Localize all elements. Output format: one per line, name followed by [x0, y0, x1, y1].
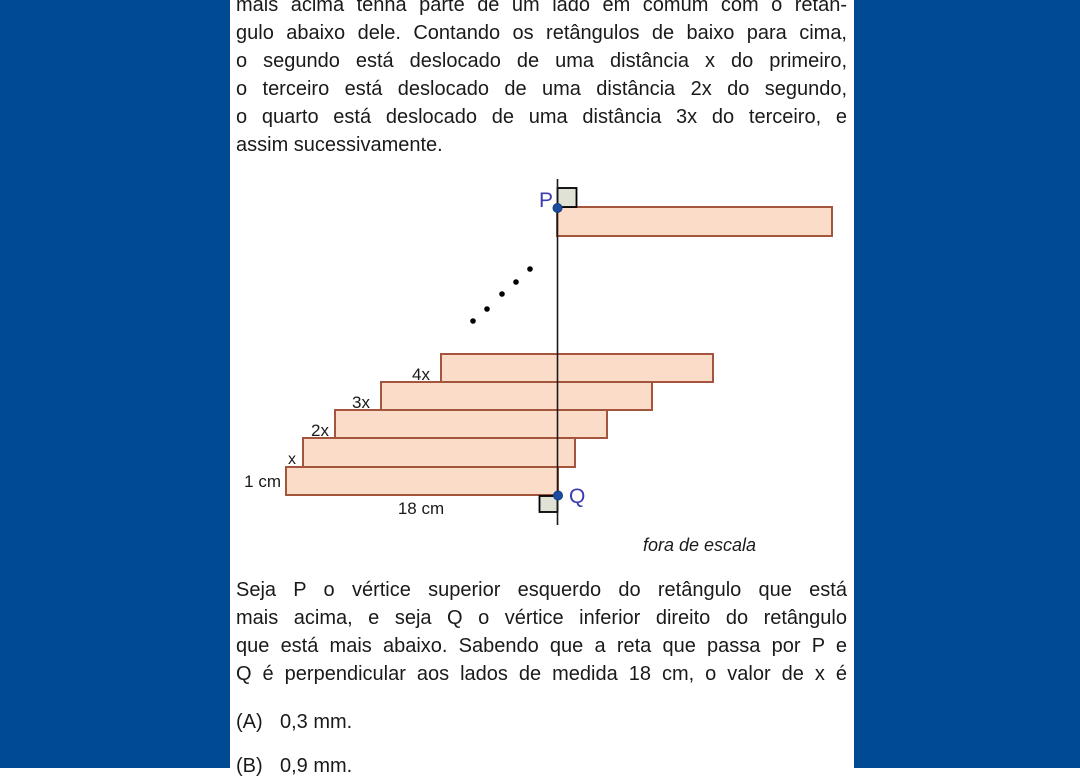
point-q-label: Q	[569, 485, 585, 508]
option-b-text: 0,9 mm.	[280, 755, 353, 777]
option-b: (B) 0,9 mm.	[236, 752, 352, 780]
point-p-label: P	[539, 189, 553, 212]
paragraph-line: Seja P o vértice superior esquerdo do re…	[236, 579, 847, 601]
page-margin-left	[0, 0, 230, 768]
ellipsis-dot	[484, 306, 490, 312]
height-dimension-label: 1 cm	[244, 472, 281, 491]
rectangle-2	[302, 437, 576, 468]
rectangle-4	[380, 381, 653, 411]
rectangle-top	[556, 206, 833, 237]
point-p-dot	[552, 203, 563, 213]
scale-note: fora de escala	[643, 535, 756, 555]
question-paragraph: Seja P o vértice superior esquerdo do re…	[236, 576, 847, 688]
paragraph-line: mais acima tenha parte de um lado em com…	[236, 0, 847, 16]
paragraph-line: o segundo está deslocado de uma distânci…	[236, 50, 847, 72]
paragraph-line: que está mais abaixo. Sabendo que a reta…	[236, 635, 847, 657]
offset-label-3x: 3x	[352, 393, 370, 412]
point-q-dot	[553, 490, 563, 501]
offset-label-2x: 2x	[311, 421, 329, 440]
ellipsis-dot	[513, 279, 519, 285]
option-b-label: (B)	[236, 755, 263, 777]
option-a: (A) 0,3 mm.	[236, 708, 352, 736]
rectangle-1	[285, 466, 559, 496]
ellipsis-dot	[527, 266, 533, 272]
ellipsis-dot	[499, 291, 505, 297]
option-a-text: 0,3 mm.	[280, 711, 353, 733]
page-margin-right	[854, 0, 1080, 768]
paragraph-line: o quarto está deslocado de uma distância…	[236, 106, 847, 128]
rectangle-3	[334, 409, 608, 439]
paragraph-line: Q é perpendicular aos lados de medida 18…	[236, 663, 847, 685]
rectangle-5	[440, 353, 714, 383]
width-dimension-label: 18 cm	[398, 499, 444, 518]
option-a-label: (A)	[236, 711, 263, 733]
paragraph-line: mais acima, e seja Q o vértice inferior …	[236, 607, 847, 629]
paragraph-line: assim sucessivamente.	[236, 134, 443, 156]
ellipsis-dot	[470, 318, 476, 324]
paragraph-line: gulo abaixo dele. Contando os retângulos…	[236, 22, 847, 44]
offset-label-x: x	[288, 451, 296, 468]
intro-paragraph: mais acima tenha parte de um lado em com…	[236, 0, 847, 159]
offset-label-4x: 4x	[412, 365, 430, 384]
paragraph-line: o terceiro está deslocado de uma distânc…	[236, 78, 847, 100]
